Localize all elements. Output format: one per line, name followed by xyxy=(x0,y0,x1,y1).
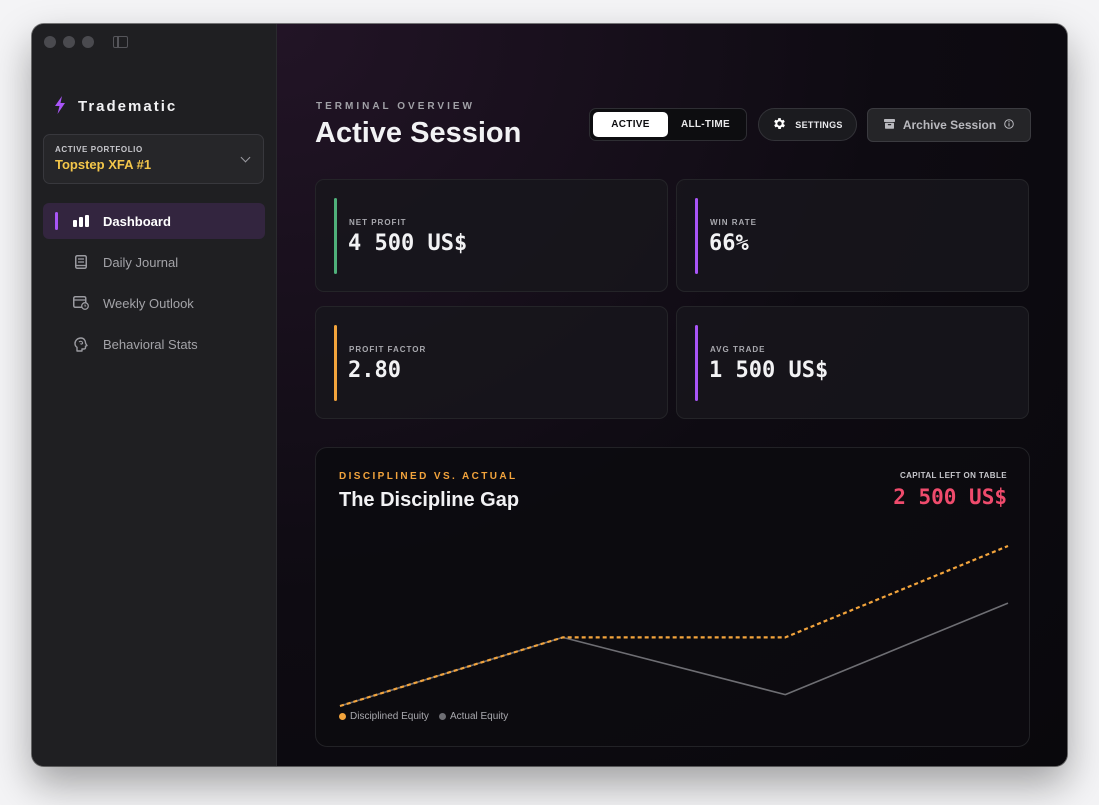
sidebar-item-label: Behavioral Stats xyxy=(103,336,198,352)
card-accent-bar xyxy=(695,198,698,274)
legend-item-actual: Actual Equity xyxy=(438,711,509,722)
session-toggle: ACTIVE ALL-TIME xyxy=(589,108,747,141)
sidebar-nav: Dashboard Daily Journal xyxy=(43,203,265,367)
minimize-window-button[interactable] xyxy=(63,36,75,48)
card-value: 1 500 US$ xyxy=(709,358,829,383)
legend-label: Disciplined Equity xyxy=(350,711,429,722)
card-label: WIN RATE xyxy=(710,218,757,227)
calendar-clock-icon xyxy=(73,295,89,311)
card-label: AVG TRADE xyxy=(710,345,766,354)
card-accent-bar xyxy=(695,325,698,401)
card-value: 66% xyxy=(709,231,749,256)
portfolio-selector[interactable]: ACTIVE PORTFOLIO Topstep XFA #1 xyxy=(43,134,264,184)
legend-swatch xyxy=(438,713,446,720)
chart-legend: Disciplined Equity Actual Equity xyxy=(339,711,512,722)
info-icon xyxy=(1004,118,1014,132)
page-eyebrow: TERMINAL OVERVIEW xyxy=(316,101,475,112)
settings-label: SETTINGS xyxy=(795,119,843,130)
series-line-disciplined xyxy=(339,544,1009,708)
capital-left-label: CAPITAL LEFT ON TABLE xyxy=(899,471,1007,480)
legend-label: Actual Equity xyxy=(449,711,509,722)
sidebar-item-daily-journal[interactable]: Daily Journal xyxy=(43,244,265,280)
brain-icon xyxy=(73,336,89,352)
portfolio-label: ACTIVE PORTFOLIO xyxy=(55,145,143,154)
sidebar-item-label: Weekly Outlook xyxy=(103,295,194,311)
active-indicator xyxy=(55,212,58,230)
card-label: NET PROFIT xyxy=(349,218,407,227)
sidebar-toggle-icon[interactable] xyxy=(113,36,128,48)
win-rate-card: WIN RATE 66% xyxy=(676,179,1029,292)
brand-name: Tradematiс xyxy=(78,98,178,115)
sidebar: Tradematiс ACTIVE PORTFOLIO Topstep XFA … xyxy=(32,24,277,766)
zoom-window-button[interactable] xyxy=(82,36,94,48)
book-icon xyxy=(73,254,89,270)
portfolio-value: Topstep XFA #1 xyxy=(55,157,152,172)
archive-icon xyxy=(883,118,895,132)
bar-chart-icon xyxy=(73,213,89,229)
card-value: 4 500 US$ xyxy=(348,231,468,256)
page-title: Active Session xyxy=(315,117,522,149)
main-content: TERMINAL OVERVIEW Active Session ACTIVE … xyxy=(277,24,1067,766)
settings-button[interactable]: SETTINGS xyxy=(758,108,857,141)
capital-left-value: 2 500 US$ xyxy=(893,485,1007,509)
gear-icon xyxy=(772,116,787,133)
window-controls xyxy=(44,36,128,48)
chart-eyebrow: DISCIPLINED VS. ACTUAL xyxy=(339,471,518,482)
avg-trade-card: AVG TRADE 1 500 US$ xyxy=(676,306,1029,419)
sidebar-item-weekly-outlook[interactable]: Weekly Outlook xyxy=(43,285,265,321)
app-window: Tradematiс ACTIVE PORTFOLIO Topstep XFA … xyxy=(32,24,1067,766)
sidebar-item-label: Daily Journal xyxy=(103,254,179,270)
equity-line-chart xyxy=(339,544,1009,708)
card-value: 2.80 xyxy=(348,358,401,383)
card-accent-bar xyxy=(334,325,337,401)
profit-factor-card: PROFIT FACTOR 2.80 xyxy=(315,306,668,419)
discipline-gap-card: DISCIPLINED VS. ACTUAL The Discipline Ga… xyxy=(315,447,1030,747)
series-line-actual xyxy=(339,602,1009,707)
sidebar-item-dashboard[interactable]: Dashboard xyxy=(43,203,265,239)
alltime-toggle-button[interactable]: ALL-TIME xyxy=(680,119,731,130)
active-toggle-button[interactable]: ACTIVE xyxy=(593,112,668,137)
sidebar-item-label: Dashboard xyxy=(103,213,171,229)
archive-session-button[interactable]: Archive Session xyxy=(867,108,1031,142)
lightning-icon xyxy=(54,96,66,117)
card-label: PROFIT FACTOR xyxy=(349,345,427,354)
sidebar-item-behavioral-stats[interactable]: Behavioral Stats xyxy=(43,326,265,362)
chart-title: The Discipline Gap xyxy=(339,489,520,511)
close-window-button[interactable] xyxy=(44,36,56,48)
archive-label: Archive Session xyxy=(902,118,997,132)
card-accent-bar xyxy=(334,198,337,274)
net-profit-card: NET PROFIT 4 500 US$ xyxy=(315,179,668,292)
brand: Tradematiс xyxy=(54,96,177,117)
legend-item-disciplined: Disciplined Equity xyxy=(339,711,429,722)
legend-swatch xyxy=(339,713,346,720)
